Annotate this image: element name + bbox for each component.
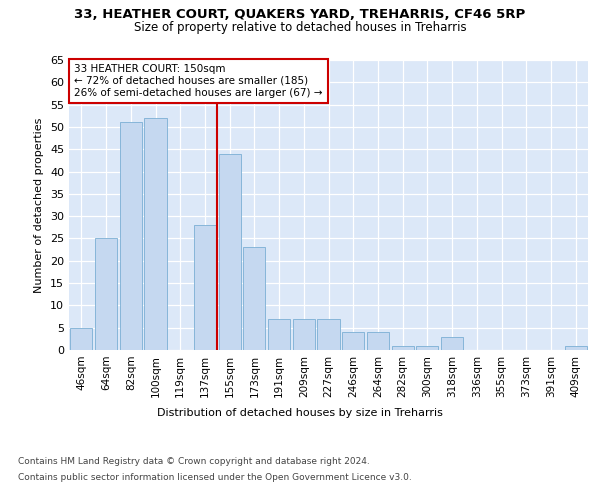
Bar (367, 332, 389, 350)
Bar (416, 346, 439, 350)
Text: Distribution of detached houses by size in Treharris: Distribution of detached houses by size … (157, 408, 443, 418)
Bar (293, 319, 315, 350)
Text: Size of property relative to detached houses in Treharris: Size of property relative to detached ho… (134, 21, 466, 34)
Text: Contains HM Land Registry data © Crown copyright and database right 2024.: Contains HM Land Registry data © Crown c… (18, 458, 370, 466)
Bar (565, 346, 587, 350)
Bar (441, 336, 463, 350)
Text: Contains public sector information licensed under the Open Government Licence v3: Contains public sector information licen… (18, 472, 412, 482)
Text: 33, HEATHER COURT, QUAKERS YARD, TREHARRIS, CF46 5RP: 33, HEATHER COURT, QUAKERS YARD, TREHARR… (74, 8, 526, 20)
Text: 33 HEATHER COURT: 150sqm
← 72% of detached houses are smaller (185)
26% of semi-: 33 HEATHER COURT: 150sqm ← 72% of detach… (74, 64, 323, 98)
Bar (145, 118, 167, 350)
Bar (70, 328, 92, 350)
Bar (119, 122, 142, 350)
Bar (218, 154, 241, 350)
Bar (392, 346, 414, 350)
Y-axis label: Number of detached properties: Number of detached properties (34, 118, 44, 292)
Bar (342, 332, 364, 350)
Bar (268, 319, 290, 350)
Bar (317, 319, 340, 350)
Bar (243, 248, 265, 350)
Bar (194, 225, 216, 350)
Bar (95, 238, 117, 350)
